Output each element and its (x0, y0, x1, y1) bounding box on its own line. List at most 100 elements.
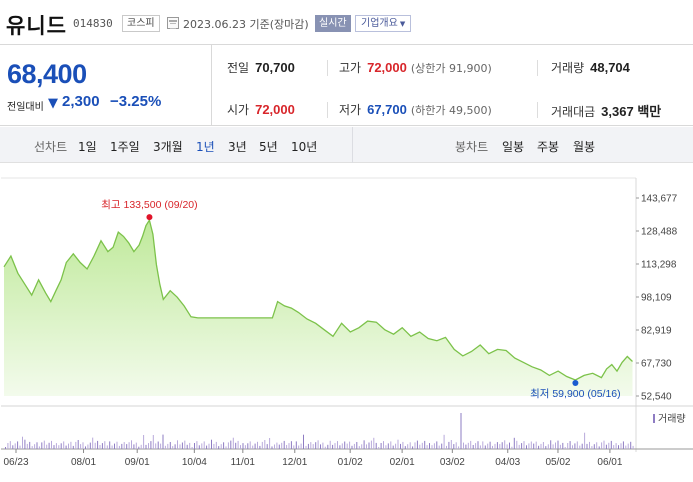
realtime-button[interactable]: 실시간 (315, 15, 351, 32)
period-10y[interactable]: 10년 (291, 140, 318, 154)
volume-bar (356, 442, 358, 449)
volume-bar (523, 441, 525, 449)
volume-bar (584, 432, 586, 449)
volume-bar (358, 446, 360, 449)
volume-bar (632, 445, 634, 449)
volume-bar (189, 442, 191, 450)
volume-bar (148, 443, 149, 450)
open-stat: 시가 72,000 (227, 101, 295, 121)
volume-bar (118, 445, 120, 449)
volume-bar (463, 442, 464, 449)
volume-bar (450, 440, 452, 449)
volume-bar (215, 441, 217, 449)
volume-bar (257, 441, 258, 450)
period-1d[interactable]: 1일 (78, 140, 97, 154)
volume-bar (145, 444, 147, 449)
volume-bar (82, 442, 84, 450)
volume-bar (48, 442, 50, 449)
volume-bar (87, 444, 89, 449)
volume-bar (610, 440, 612, 449)
volume-bar (75, 441, 77, 449)
volume-bar (324, 446, 326, 449)
volume-bar (5, 447, 6, 449)
x-tick-label: 01/02 (338, 457, 363, 468)
volume-bar (227, 442, 229, 449)
volume-bar (167, 443, 169, 449)
period-1y[interactable]: 1년 (196, 140, 215, 154)
candle-monthly[interactable]: 월봉 (573, 140, 596, 154)
candle-chart-label: 봉차트 (455, 140, 489, 154)
volume-bar (271, 446, 273, 449)
price-change: 2,300 (62, 93, 100, 110)
period-3y[interactable]: 3년 (228, 140, 247, 154)
volume-bar (453, 444, 455, 449)
volume-bar (504, 440, 506, 449)
volume-bar (26, 443, 28, 450)
volume-bar (484, 445, 486, 449)
volume-bar (116, 441, 118, 449)
volume-bar (608, 442, 610, 449)
market-badge: 코스피 (122, 15, 160, 32)
period-3m[interactable]: 3개월 (153, 140, 183, 154)
volume-bar (533, 443, 535, 450)
price-area (4, 220, 633, 396)
volume-bar (496, 442, 498, 450)
volume-bar (630, 441, 632, 450)
period-1w[interactable]: 1주일 (110, 140, 140, 154)
volume-bar (269, 438, 271, 449)
volume-bar (581, 443, 583, 449)
volume-bar (41, 442, 43, 449)
current-price-box: 68,400 전일대비 ▼ 2,300 −3.25% (0, 45, 212, 125)
volume-bar (305, 445, 307, 449)
volume-bar (172, 446, 174, 449)
y-tick-label: 52,540 (641, 392, 672, 403)
volume-bar (14, 443, 16, 450)
change-label: 전일대비 (7, 102, 44, 113)
line-chart-label: 선차트 (34, 140, 68, 154)
volume-bar (601, 442, 603, 449)
x-tick-label: 11/01 (231, 457, 256, 468)
volume-bar (361, 444, 363, 450)
price-chart-svg: 143,677 128,488 113,298 98,109 82,919 67,730 5… (1, 177, 693, 468)
as-of-date: 2023.06.23 기준(장마감) (183, 18, 309, 31)
volume-bar (346, 443, 348, 450)
volume-bar (455, 442, 457, 450)
low-value: 67,700 (367, 102, 407, 117)
candle-weekly[interactable]: 주봉 (537, 140, 560, 154)
upper-limit: (상한가 91,900) (410, 62, 492, 75)
volume-bar (208, 443, 210, 449)
volume-bar (278, 444, 280, 449)
volume-legend-label: 거래량 (658, 413, 686, 425)
volume-label: 거래량 (551, 61, 585, 75)
candle-daily[interactable]: 일봉 (502, 140, 525, 154)
volume-bar (276, 442, 278, 449)
volume-bar (366, 444, 367, 449)
volume-bar (55, 443, 57, 449)
volume-bar (106, 445, 108, 450)
volume-bar (407, 444, 409, 449)
volume-legend-swatch (653, 414, 655, 423)
volume-bar (133, 444, 135, 449)
down-arrow-icon: ▼ (48, 96, 58, 111)
volume-bar (589, 441, 590, 449)
volume-bar (395, 443, 397, 449)
high-label: 고가 (339, 61, 362, 75)
volume-bar (80, 444, 82, 449)
volume-bar (174, 444, 176, 450)
volume-bar (526, 445, 527, 449)
y-tick-label: 128,488 (641, 226, 678, 237)
volume-bar (310, 442, 312, 450)
volume-bar (431, 445, 433, 449)
volume-bar (89, 442, 91, 449)
volume-bar (36, 442, 38, 449)
company-overview-dropdown[interactable]: 기업개요 ▼ (355, 15, 412, 32)
volume-bar (370, 440, 372, 449)
period-5y[interactable]: 5년 (259, 140, 278, 154)
volume-bar (438, 445, 440, 449)
volume-bar (140, 444, 142, 449)
volume-bar (351, 445, 353, 449)
volume-bar (131, 440, 132, 449)
volume-bar (290, 441, 292, 449)
volume-bar (540, 443, 542, 449)
volume-bar (547, 444, 549, 450)
